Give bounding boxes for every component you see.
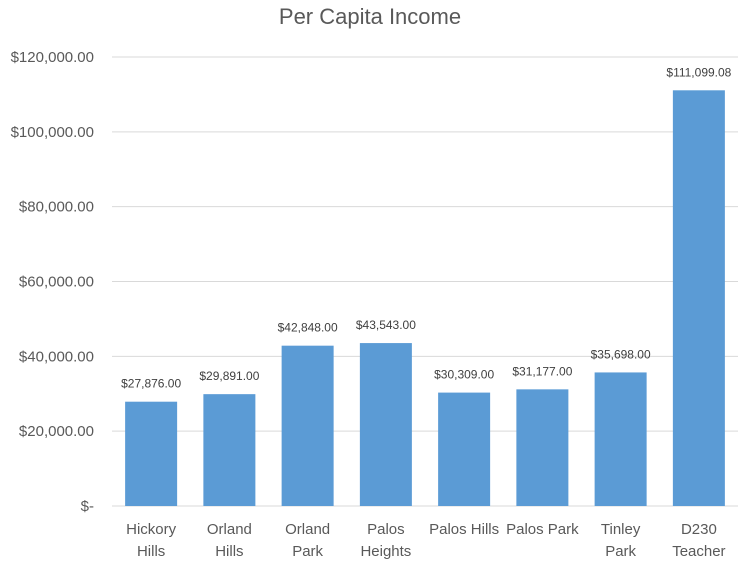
- data-label: $30,309.00: [434, 368, 494, 382]
- y-tick-label: $100,000.00: [11, 124, 94, 141]
- data-label: $111,099.08: [666, 65, 731, 79]
- y-axis-ticks: $- $20,000.00 $40,000.00 $60,000.00 $80,000.…: [11, 49, 94, 515]
- x-tick-label-line: Teacher: [672, 543, 725, 560]
- chart-title: Per Capita Income: [279, 4, 461, 29]
- bar: [516, 389, 569, 506]
- x-tick-label-line: Palos: [367, 521, 405, 538]
- y-tick-label: $80,000.00: [19, 199, 94, 216]
- x-tick-label-line: D230: [681, 521, 717, 538]
- x-tick-label: Palos Heights: [360, 521, 411, 560]
- bars: [125, 90, 725, 507]
- x-tick-label-line: Hills: [215, 543, 243, 560]
- x-axis-ticks: Hickory Hills Orland Hills Orland Park Palos He…: [126, 521, 725, 560]
- x-tick-label-line: Orland: [285, 521, 330, 538]
- x-tick-label-line: Palos Hills: [429, 521, 499, 538]
- bar: [281, 345, 334, 506]
- x-tick-label: Tinley Park: [601, 521, 641, 560]
- x-tick-label-line: Palos Park: [506, 521, 579, 538]
- x-tick-label-line: Heights: [360, 543, 411, 560]
- bar: [672, 90, 725, 507]
- data-label: $35,698.00: [591, 347, 651, 361]
- y-tick-label: $20,000.00: [19, 423, 94, 440]
- data-label: $29,891.00: [199, 369, 259, 383]
- y-tick-label: $40,000.00: [19, 348, 94, 365]
- y-tick-label: $-: [81, 498, 94, 515]
- x-tick-label-line: Hickory: [126, 521, 177, 538]
- bar: [203, 394, 256, 506]
- x-tick-label: Palos Hills: [429, 521, 499, 538]
- x-tick-label-line: Orland: [207, 521, 252, 538]
- bar: [438, 392, 491, 506]
- x-tick-label: Orland Park: [285, 521, 330, 560]
- data-labels: $27,876.00 $29,891.00 $42,848.00 $43,543.00…: [121, 65, 732, 390]
- data-label: $42,848.00: [278, 321, 338, 335]
- x-tick-label-line: Hills: [137, 543, 165, 560]
- bar: [594, 372, 647, 506]
- data-label: $27,876.00: [121, 377, 181, 391]
- x-tick-label-line: Park: [292, 543, 323, 560]
- x-tick-label: Palos Park: [506, 521, 579, 538]
- x-tick-label-line: Tinley: [601, 521, 641, 538]
- bar: [359, 343, 412, 506]
- x-tick-label: Orland Hills: [207, 521, 252, 560]
- x-tick-label: D230 Teacher: [672, 521, 725, 560]
- y-tick-label: $60,000.00: [19, 274, 94, 291]
- x-tick-label: Hickory Hills: [126, 521, 177, 560]
- bar: [125, 401, 178, 506]
- data-label: $31,177.00: [512, 364, 572, 378]
- data-label: $43,543.00: [356, 318, 416, 332]
- y-tick-label: $120,000.00: [11, 49, 94, 66]
- x-tick-label-line: Park: [605, 543, 636, 560]
